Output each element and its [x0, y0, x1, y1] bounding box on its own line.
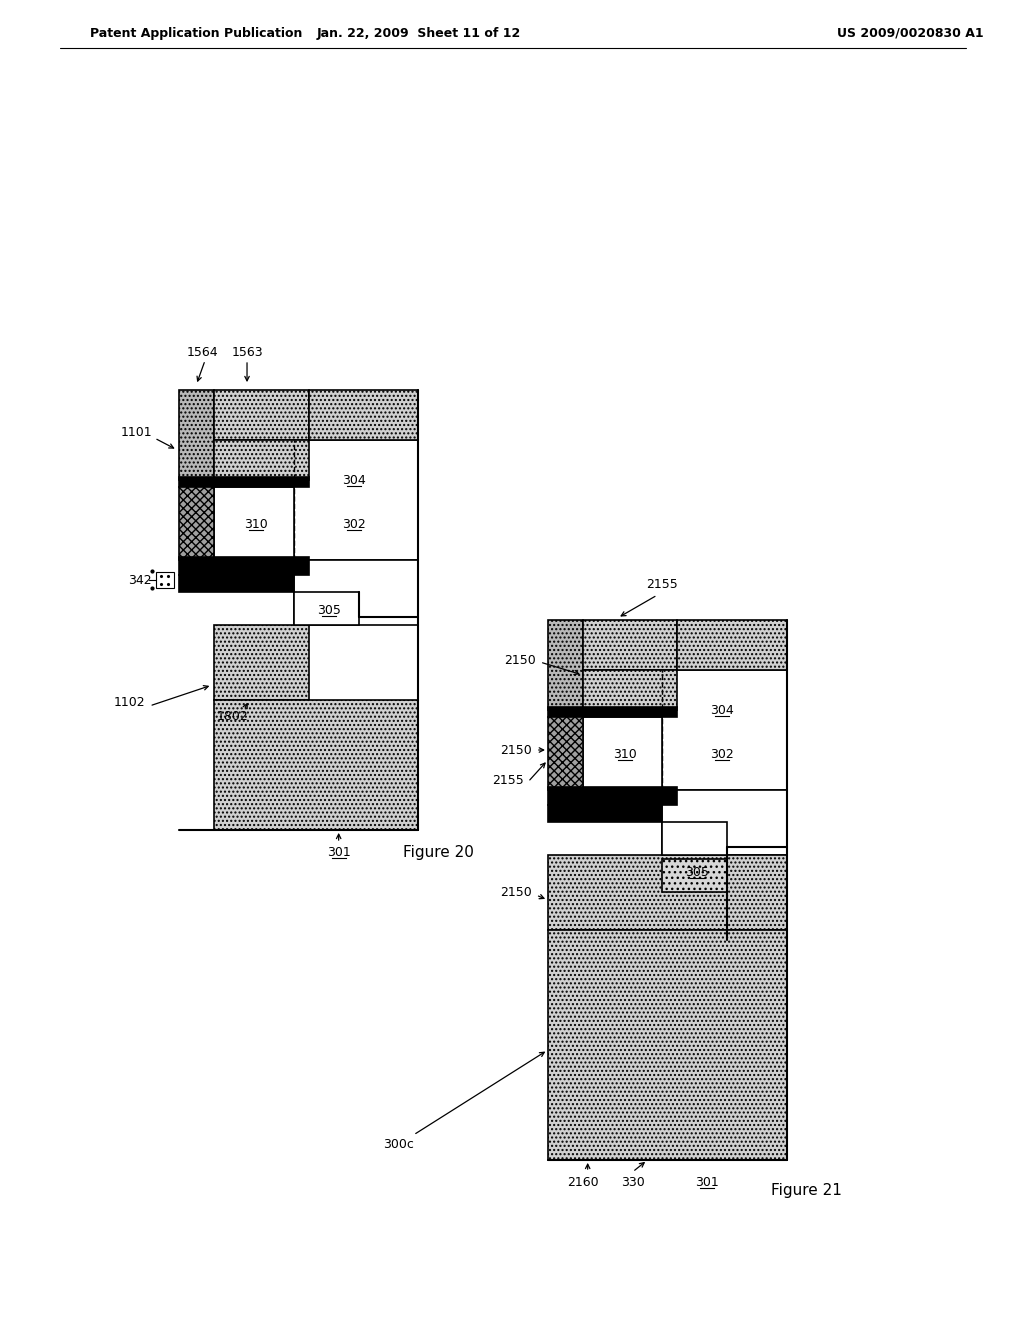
- Bar: [214, 389, 309, 440]
- Bar: [179, 389, 214, 480]
- Bar: [179, 487, 214, 560]
- Bar: [214, 700, 419, 830]
- Text: 330: 330: [621, 1176, 644, 1189]
- Text: 342: 342: [128, 573, 152, 586]
- Text: 1564: 1564: [186, 346, 218, 359]
- Text: 1102: 1102: [114, 696, 145, 709]
- Bar: [294, 440, 419, 560]
- Bar: [548, 717, 583, 789]
- Text: 2160: 2160: [567, 1176, 598, 1189]
- Bar: [663, 671, 786, 789]
- Text: 304: 304: [711, 704, 734, 717]
- Bar: [663, 789, 786, 855]
- Text: Figure 21: Figure 21: [771, 1183, 843, 1197]
- Bar: [179, 576, 294, 591]
- Bar: [677, 620, 786, 671]
- Text: 2155: 2155: [646, 578, 678, 591]
- Text: 305: 305: [316, 603, 341, 616]
- Text: 301: 301: [695, 1176, 719, 1188]
- Bar: [583, 620, 677, 671]
- Text: 302: 302: [342, 517, 366, 531]
- Bar: [583, 717, 663, 789]
- Text: 2150: 2150: [500, 886, 531, 899]
- Bar: [663, 822, 727, 855]
- Bar: [548, 620, 583, 710]
- Bar: [663, 859, 727, 892]
- Text: 1802: 1802: [216, 710, 248, 723]
- Bar: [214, 624, 309, 700]
- Bar: [294, 560, 419, 624]
- Text: Figure 20: Figure 20: [402, 845, 474, 859]
- Bar: [583, 671, 677, 710]
- Text: 301: 301: [327, 846, 350, 858]
- Bar: [548, 708, 677, 717]
- Bar: [214, 440, 309, 480]
- Bar: [548, 931, 786, 1160]
- Text: 1101: 1101: [121, 425, 153, 438]
- Text: 310: 310: [244, 517, 268, 531]
- Text: 2150: 2150: [504, 653, 536, 667]
- Text: 1563: 1563: [231, 346, 263, 359]
- Text: Jan. 22, 2009  Sheet 11 of 12: Jan. 22, 2009 Sheet 11 of 12: [316, 26, 520, 40]
- Text: 302: 302: [711, 747, 734, 760]
- Text: 310: 310: [612, 747, 636, 760]
- Bar: [179, 557, 309, 576]
- Text: 2155: 2155: [493, 774, 524, 787]
- Text: 305: 305: [685, 866, 710, 879]
- Text: 300c: 300c: [383, 1138, 414, 1151]
- Bar: [294, 591, 358, 624]
- Bar: [548, 855, 786, 931]
- Text: Patent Application Publication: Patent Application Publication: [90, 26, 302, 40]
- Text: 2150: 2150: [500, 743, 531, 756]
- Bar: [179, 477, 309, 487]
- Bar: [214, 487, 294, 560]
- Bar: [548, 787, 677, 805]
- Bar: [157, 572, 174, 587]
- Text: 304: 304: [342, 474, 366, 487]
- Text: US 2009/0020830 A1: US 2009/0020830 A1: [837, 26, 983, 40]
- Bar: [548, 805, 663, 822]
- Bar: [309, 389, 419, 440]
